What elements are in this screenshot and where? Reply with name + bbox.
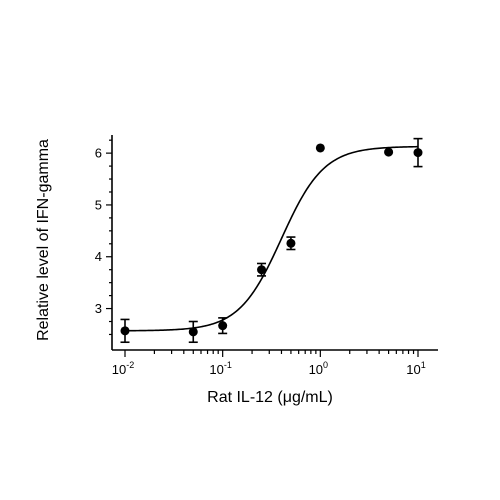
y-tick-label: 5 (95, 197, 102, 212)
y-axis-title: Relative level of IFN-gamma (35, 139, 52, 341)
data-point (286, 238, 296, 248)
x-axis-title: Rat IL-12 (μg/mL) (207, 389, 333, 406)
data-point (120, 326, 130, 336)
y-tick-label: 3 (95, 301, 102, 316)
x-tick-label: 10-2 (112, 360, 134, 377)
data-point (257, 265, 267, 275)
tick-marks (106, 139, 419, 357)
x-tick-label: 10-1 (209, 360, 231, 377)
error-bars (120, 137, 423, 344)
x-tick-label: 100 (309, 360, 328, 377)
fit-curve (124, 145, 419, 332)
y-tick-label: 4 (95, 249, 102, 264)
axes (111, 135, 438, 351)
x-tick-exponent: -2 (126, 360, 134, 370)
data-points (120, 143, 423, 337)
y-tick-label: 6 (95, 146, 102, 161)
data-point (413, 148, 423, 158)
x-tick-exponent: -1 (224, 360, 232, 370)
data-point (384, 147, 394, 157)
x-tick-exponent: 1 (421, 360, 426, 370)
data-point (188, 327, 198, 337)
x-tick-exponent: 0 (323, 360, 328, 370)
data-point (315, 143, 325, 153)
x-tick-label: 101 (406, 360, 425, 377)
data-point (218, 321, 228, 331)
